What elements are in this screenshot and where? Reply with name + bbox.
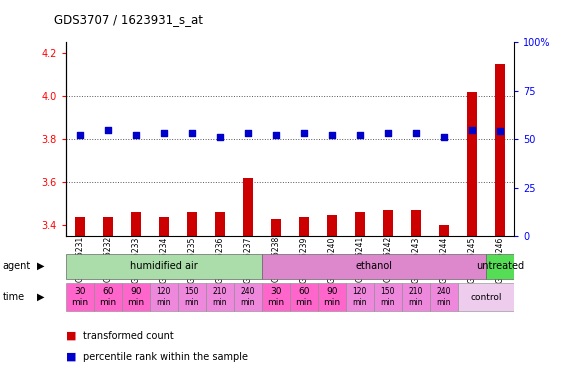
Bar: [486, 253, 514, 279]
Bar: [131, 212, 140, 384]
Point: [467, 126, 476, 132]
Text: 210
min: 210 min: [409, 287, 423, 307]
Point: [75, 132, 85, 138]
Bar: [495, 64, 505, 384]
Text: ■: ■: [66, 331, 76, 341]
Point: [355, 132, 364, 138]
Text: 120
min: 120 min: [352, 287, 367, 307]
Point: [103, 126, 112, 132]
Text: ■: ■: [66, 352, 76, 362]
Point: [495, 128, 504, 134]
Text: ▶: ▶: [37, 261, 45, 271]
Text: untreated: untreated: [476, 261, 524, 271]
Text: ethanol: ethanol: [355, 261, 392, 271]
Bar: [75, 217, 85, 384]
Text: 30
min: 30 min: [267, 287, 284, 307]
Text: 240
min: 240 min: [240, 287, 255, 307]
Text: humidified air: humidified air: [130, 261, 198, 271]
Text: time: time: [3, 292, 25, 302]
Point: [439, 134, 448, 140]
Text: 150
min: 150 min: [184, 287, 199, 307]
Bar: [467, 92, 477, 384]
Text: control: control: [470, 293, 502, 301]
Bar: [355, 212, 365, 384]
Text: percentile rank within the sample: percentile rank within the sample: [83, 352, 248, 362]
Text: GDS3707 / 1623931_s_at: GDS3707 / 1623931_s_at: [54, 13, 203, 26]
Text: transformed count: transformed count: [83, 331, 174, 341]
Bar: [178, 283, 206, 311]
Text: 60
min: 60 min: [99, 287, 116, 307]
Bar: [159, 217, 168, 384]
Bar: [215, 212, 224, 384]
Bar: [411, 210, 421, 384]
Point: [271, 132, 280, 138]
Bar: [430, 283, 458, 311]
Bar: [271, 219, 281, 384]
Bar: [262, 283, 289, 311]
Text: 240
min: 240 min: [437, 287, 451, 307]
Text: 120
min: 120 min: [156, 287, 171, 307]
Bar: [458, 283, 514, 311]
Point: [131, 132, 140, 138]
Bar: [243, 178, 252, 384]
Bar: [94, 283, 122, 311]
Text: 90
min: 90 min: [127, 287, 144, 307]
Bar: [383, 210, 393, 384]
Text: 150
min: 150 min: [381, 287, 395, 307]
Bar: [150, 283, 178, 311]
Text: ▶: ▶: [37, 292, 45, 302]
Bar: [66, 253, 262, 279]
Bar: [262, 253, 486, 279]
Bar: [299, 217, 309, 384]
Text: 30
min: 30 min: [71, 287, 89, 307]
Bar: [290, 283, 318, 311]
Point: [159, 130, 168, 136]
Bar: [234, 283, 262, 311]
Point: [215, 134, 224, 140]
Text: 60
min: 60 min: [295, 287, 312, 307]
Point: [411, 130, 420, 136]
Bar: [187, 212, 196, 384]
Bar: [374, 283, 402, 311]
Point: [299, 130, 308, 136]
Bar: [66, 283, 94, 311]
Bar: [206, 283, 234, 311]
Point: [327, 132, 336, 138]
Bar: [103, 217, 112, 384]
Text: 90
min: 90 min: [323, 287, 340, 307]
Bar: [327, 215, 337, 384]
Bar: [402, 283, 430, 311]
Text: agent: agent: [3, 261, 31, 271]
Bar: [122, 283, 150, 311]
Point: [383, 130, 392, 136]
Bar: [346, 283, 374, 311]
Point: [187, 130, 196, 136]
Bar: [439, 225, 449, 384]
Point: [243, 130, 252, 136]
Text: 210
min: 210 min: [212, 287, 227, 307]
Bar: [318, 283, 346, 311]
